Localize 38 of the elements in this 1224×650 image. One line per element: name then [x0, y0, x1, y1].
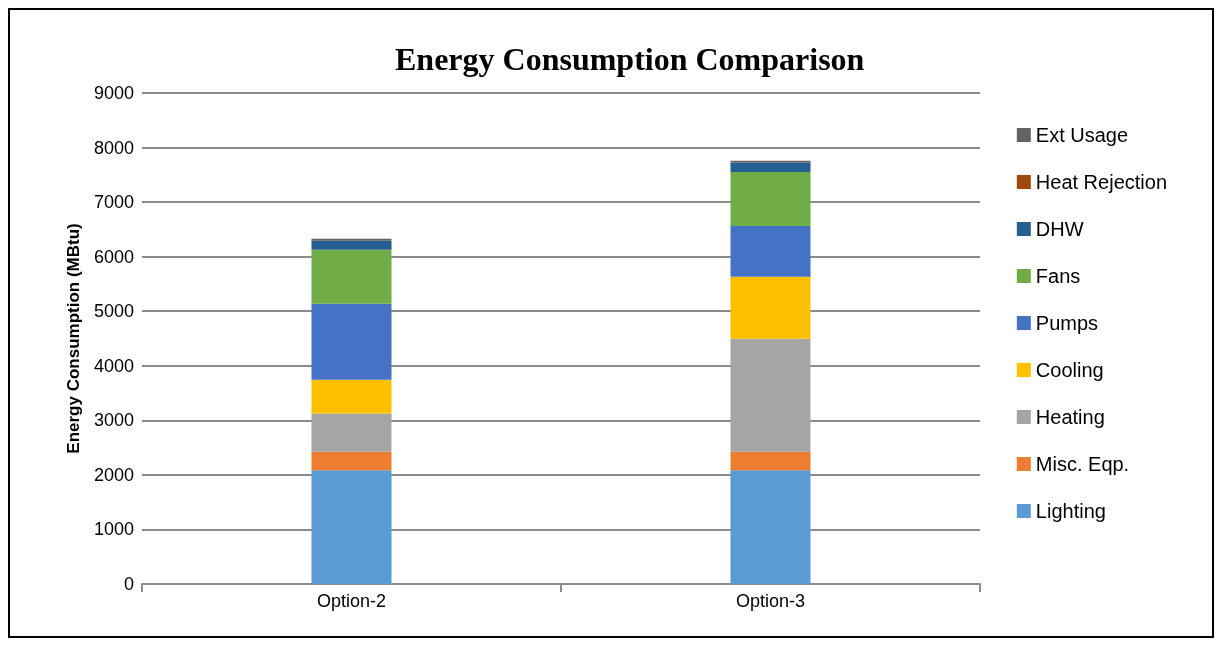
y-tick-label: 3000	[93, 410, 134, 431]
legend-label: Heating	[1035, 406, 1105, 428]
y-tick-label: 9000	[93, 83, 134, 103]
legend-label: Pumps	[1035, 312, 1099, 334]
y-tick-label: 1000	[93, 519, 134, 540]
y-tick-label: 7000	[93, 192, 134, 213]
bar	[311, 238, 392, 241]
y-tick-label: 8000	[93, 137, 134, 158]
bar	[311, 240, 392, 250]
bar	[730, 226, 811, 277]
legend-label: Fans	[1035, 265, 1081, 287]
y-tick-label: 0	[123, 574, 134, 594]
legend-label: Heat Rejection	[1035, 171, 1168, 193]
bar	[311, 470, 392, 584]
legend-label: Lighting	[1035, 500, 1106, 522]
bar	[730, 451, 811, 471]
legend-label: Cooling	[1035, 359, 1104, 381]
legend-label: Misc. Eqp.	[1035, 453, 1130, 475]
bar	[311, 451, 392, 471]
y-axis-title: Energy Consumption (MBtu)	[64, 223, 83, 454]
bar	[730, 172, 811, 227]
bar	[730, 276, 811, 339]
y-tick-label: 5000	[93, 301, 134, 322]
y-tick-label: 2000	[93, 464, 134, 485]
y-tick-label: 4000	[93, 355, 134, 376]
bar	[730, 470, 811, 584]
y-tick-label: 6000	[93, 246, 134, 267]
legend-label: DHW	[1035, 218, 1084, 240]
bar	[311, 379, 392, 414]
bar	[730, 338, 811, 452]
bar	[311, 413, 392, 452]
x-tick-label: Option-3	[735, 591, 806, 611]
bar	[730, 162, 811, 173]
x-tick-label: Option-2	[316, 591, 387, 611]
legend-label: Ext Usage	[1035, 124, 1129, 146]
bar	[311, 303, 392, 380]
bar	[311, 249, 392, 304]
chart-title: Energy Consumption Comparison	[395, 41, 865, 77]
